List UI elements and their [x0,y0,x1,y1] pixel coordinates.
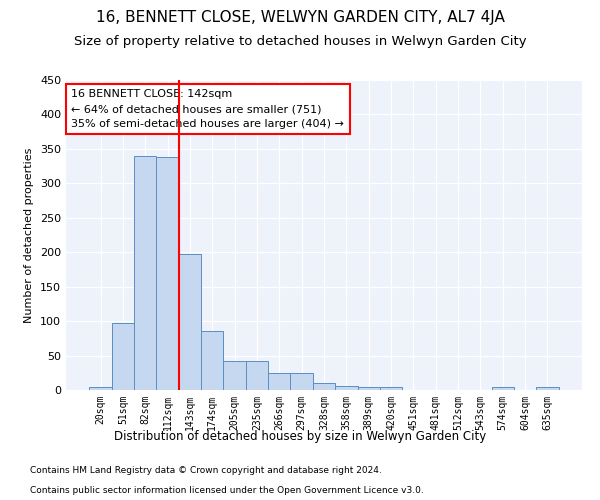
Bar [358,387,380,390]
Bar [536,386,559,390]
Bar [134,156,157,390]
Bar [290,374,313,390]
Bar [246,361,268,390]
Y-axis label: Number of detached properties: Number of detached properties [25,148,34,322]
Text: Distribution of detached houses by size in Welwyn Garden City: Distribution of detached houses by size … [114,430,486,443]
Bar [313,383,335,390]
Bar [491,386,514,390]
Bar [89,386,112,390]
Text: Contains HM Land Registry data © Crown copyright and database right 2024.: Contains HM Land Registry data © Crown c… [30,466,382,475]
Bar [157,157,179,390]
Bar [179,254,201,390]
Bar [201,332,223,390]
Text: 16 BENNETT CLOSE: 142sqm
← 64% of detached houses are smaller (751)
35% of semi-: 16 BENNETT CLOSE: 142sqm ← 64% of detach… [71,90,344,129]
Text: Size of property relative to detached houses in Welwyn Garden City: Size of property relative to detached ho… [74,35,526,48]
Text: 16, BENNETT CLOSE, WELWYN GARDEN CITY, AL7 4JA: 16, BENNETT CLOSE, WELWYN GARDEN CITY, A… [95,10,505,25]
Bar [112,323,134,390]
Text: Contains public sector information licensed under the Open Government Licence v3: Contains public sector information licen… [30,486,424,495]
Bar [223,361,246,390]
Bar [380,386,402,390]
Bar [335,386,358,390]
Bar [268,373,290,390]
